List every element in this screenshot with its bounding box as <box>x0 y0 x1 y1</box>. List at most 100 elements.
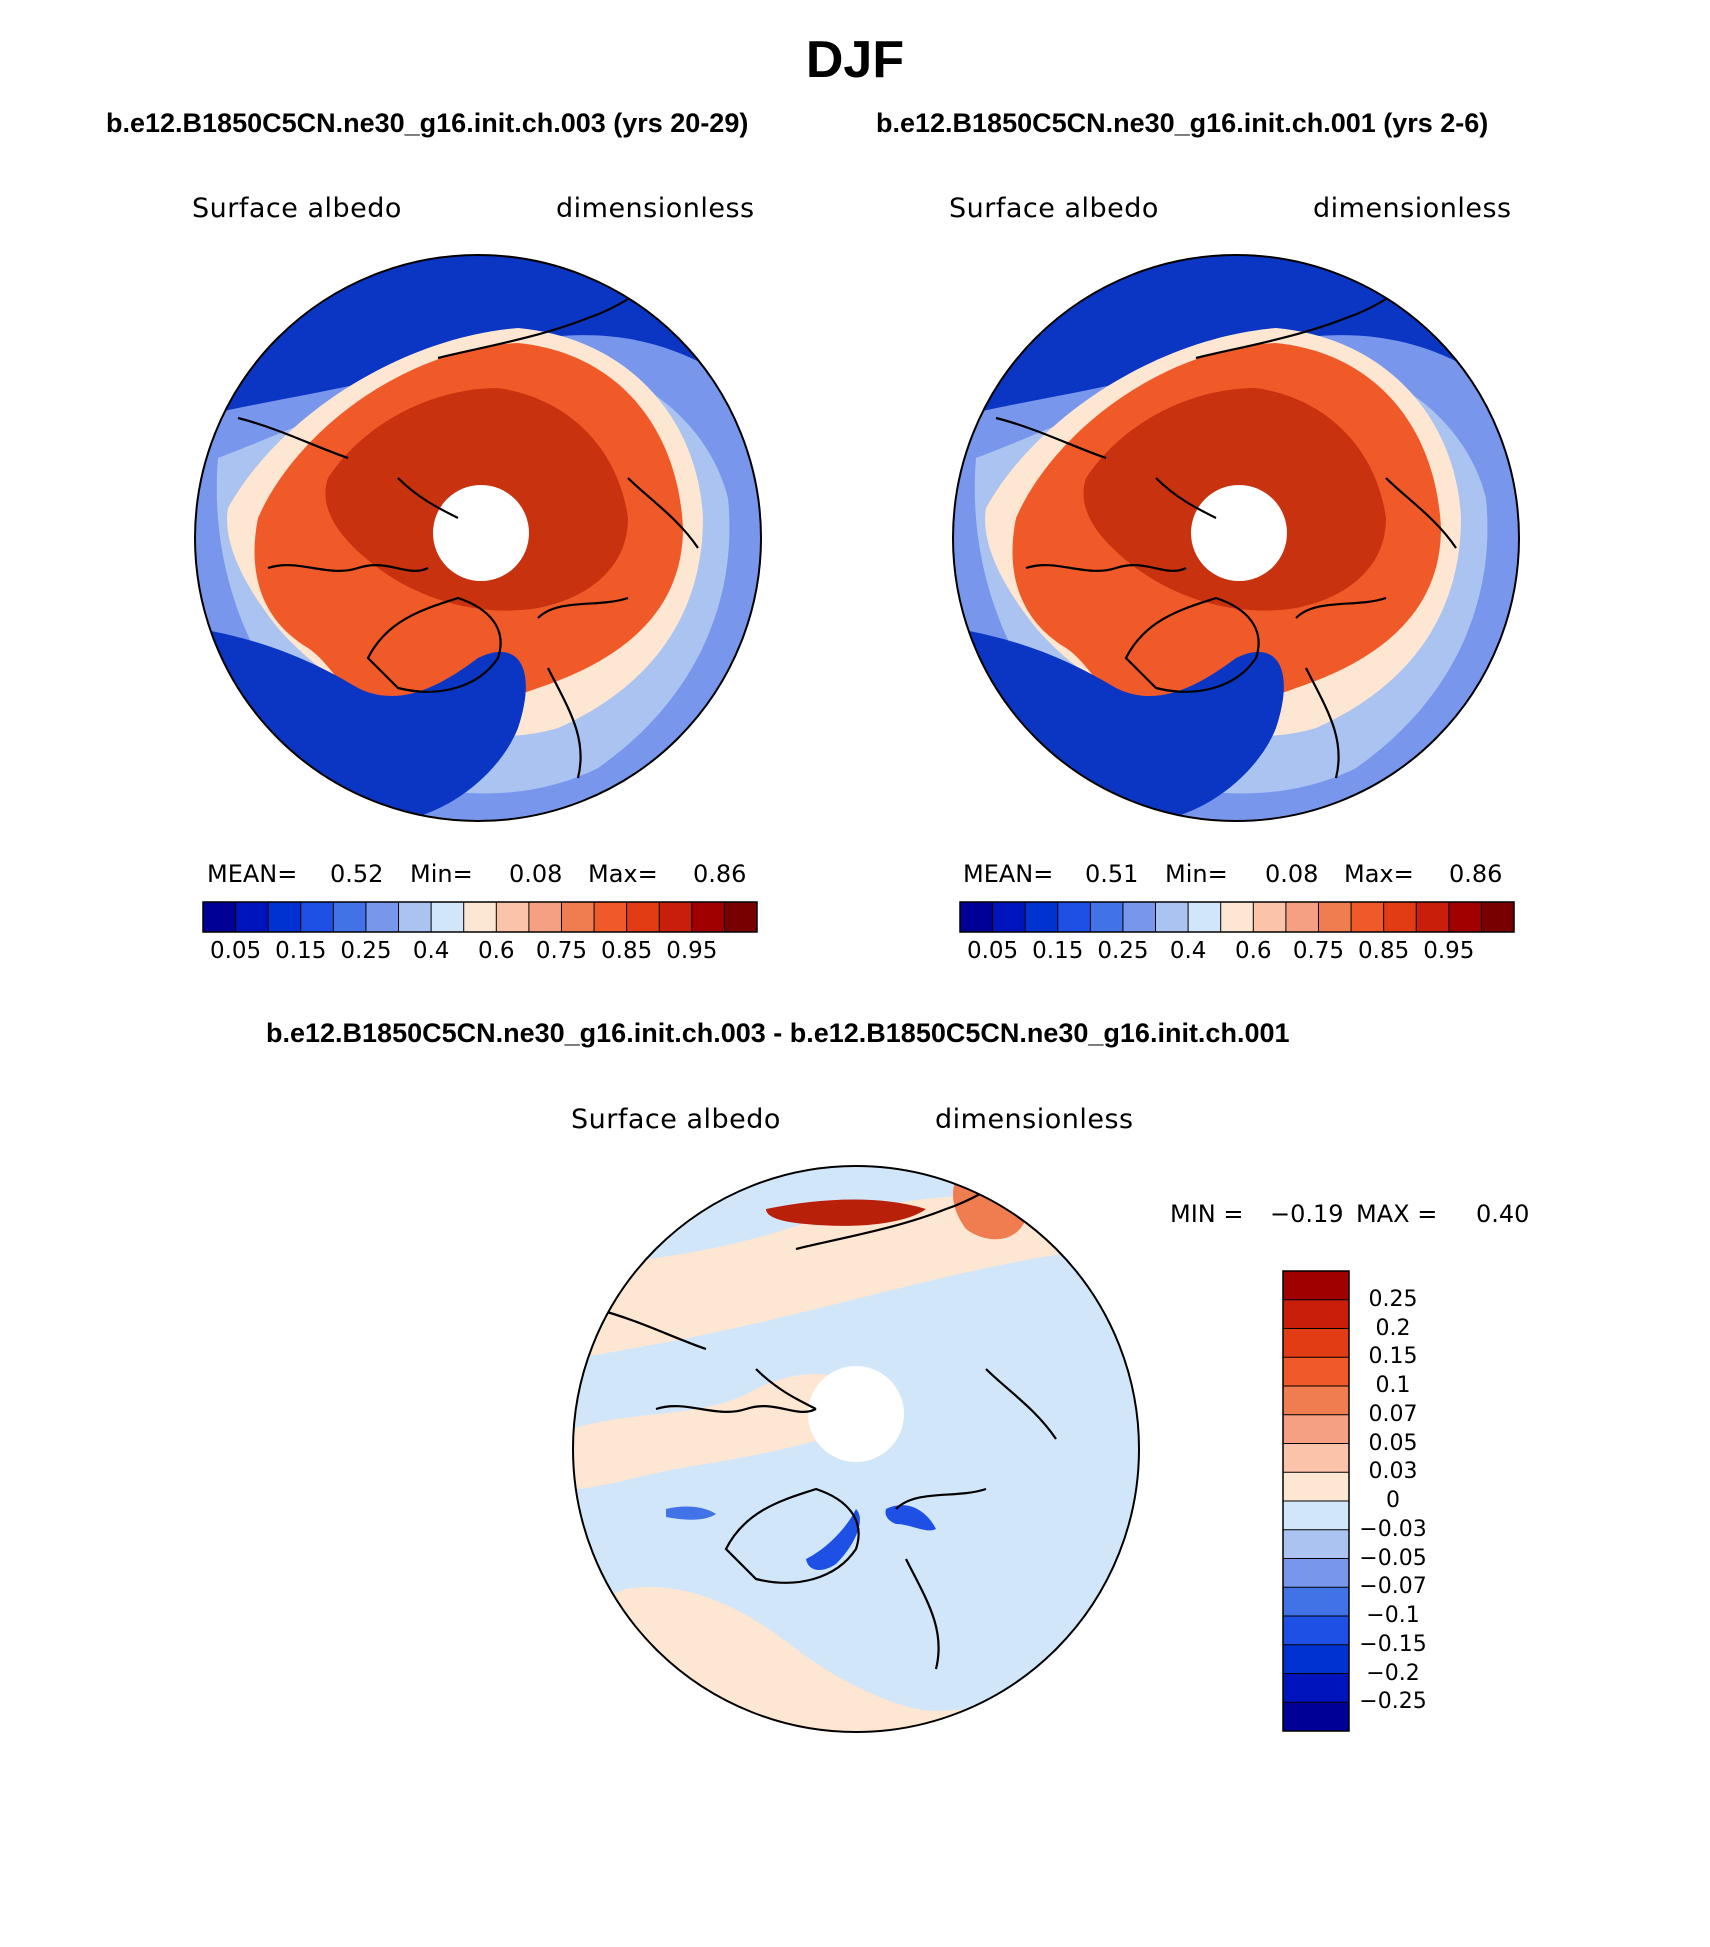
colorbar-swatch <box>1285 902 1319 932</box>
colorbar-swatch <box>1283 1271 1349 1301</box>
panel2-min: 0.08 <box>1265 860 1319 888</box>
colorbar-tick-label: 0.03 <box>1368 1459 1418 1485</box>
colorbar-swatch <box>300 902 334 932</box>
colorbar-swatch <box>333 902 367 932</box>
diff-strong-neg-1 <box>806 1509 860 1571</box>
panel1-pole-hole <box>433 485 529 581</box>
colorbar-tick-label: 0.15 <box>275 938 327 964</box>
panel2-min-label: Min= <box>1165 860 1228 888</box>
colorbar-tick-label: 0.25 <box>340 938 392 964</box>
colorbar-swatch <box>1155 902 1189 932</box>
colorbar-tick-label: 0.75 <box>1292 938 1345 964</box>
colorbar-swatch <box>1481 902 1515 932</box>
colorbar-tick-label: 0.6 <box>1234 938 1272 964</box>
colorbar-swatch <box>1283 1414 1349 1444</box>
panel2-max: 0.86 <box>1449 860 1503 888</box>
case-a-title: b.e12.B1850C5CN.ne30_g16.init.ch.003 (yr… <box>106 108 749 138</box>
colorbar-tick-label: 0.85 <box>1358 938 1410 964</box>
colorbar-frame <box>202 901 758 933</box>
diff-colorbar <box>1282 1270 1350 1732</box>
colorbar-swatch <box>1448 902 1482 932</box>
panel1-coastlines <box>237 267 699 779</box>
panel1-units: dimensionless <box>556 193 755 224</box>
colorbar-swatch <box>626 902 660 932</box>
colorbar-tick-label: 0.4 <box>1169 938 1207 964</box>
colorbar-swatch <box>1025 902 1059 932</box>
colorbar-swatch <box>724 902 758 932</box>
colorbar-swatch <box>992 902 1026 932</box>
colorbar-swatch <box>1416 902 1450 932</box>
colorbar-swatch <box>365 902 400 932</box>
diff-map <box>572 1165 1140 1733</box>
case-b-title: b.e12.B1850C5CN.ne30_g16.init.ch.001 (yr… <box>876 108 1489 138</box>
colorbar-tick-label: 0.75 <box>535 938 588 964</box>
colorbar-swatch <box>1283 1328 1349 1358</box>
diff-positive-w <box>573 1374 876 1489</box>
colorbar-swatch <box>431 902 465 932</box>
panel2-colorbar <box>959 901 1515 933</box>
panel1-max: 0.86 <box>693 860 747 888</box>
colorbar-swatch <box>528 902 562 932</box>
colorbar-tick-label: 0.05 <box>966 938 1019 964</box>
colorbar-tick-label: −0.03 <box>1359 1516 1427 1542</box>
colorbar-tick-label: 0.1 <box>1375 1373 1411 1398</box>
panel1-min-label: Min= <box>410 860 473 888</box>
diff-coastlines <box>595 1166 1057 1670</box>
colorbar-swatch <box>1057 902 1091 932</box>
colorbar-tick-label: 0.25 <box>1368 1286 1418 1312</box>
diff-strong-neg-2 <box>885 1505 936 1531</box>
diff-max-label: MAX = <box>1356 1200 1438 1228</box>
colorbar-swatch <box>235 902 269 932</box>
colorbar-frame <box>1282 1270 1350 1732</box>
colorbar-tick-label: 0.25 <box>1097 938 1149 964</box>
panel2-map <box>952 254 1520 822</box>
panel1-max-label: Max= <box>588 860 658 888</box>
panel1-mean-label: MEAN= <box>207 860 298 888</box>
diff-title: b.e12.B1850C5CN.ne30_g16.init.ch.003 - b… <box>266 1018 1290 1048</box>
diff-pole-hole <box>808 1366 904 1462</box>
panel2-pole-hole <box>1191 485 1287 581</box>
colorbar-swatch <box>659 902 693 932</box>
colorbar-swatch <box>1122 902 1157 932</box>
colorbar-swatch <box>1253 902 1287 932</box>
colorbar-tick-label: 0.95 <box>1423 938 1475 964</box>
colorbar-tick-label: −0.05 <box>1359 1545 1427 1571</box>
diff-units: dimensionless <box>935 1104 1134 1135</box>
colorbar-swatch <box>1283 1501 1349 1531</box>
colorbar-frame <box>959 901 1515 933</box>
colorbar-swatch <box>1283 1587 1349 1617</box>
colorbar-tick-label: −0.15 <box>1359 1631 1427 1657</box>
colorbar-swatch <box>1283 1702 1349 1732</box>
panel1-mean: 0.52 <box>330 860 384 888</box>
panel2-variable: Surface albedo <box>949 193 1159 224</box>
panel2-mean: 0.51 <box>1085 860 1139 888</box>
colorbar-tick-label: 0 <box>1386 1488 1400 1513</box>
colorbar-swatch <box>594 902 628 932</box>
colorbar-swatch <box>1283 1558 1349 1588</box>
colorbar-swatch <box>203 902 237 932</box>
colorbar-tick-label: 0.2 <box>1375 1315 1411 1341</box>
colorbar-tick-label: 0.05 <box>1368 1430 1418 1456</box>
colorbar-tick-label: 0.15 <box>1032 938 1084 964</box>
colorbar-tick-label: 0.85 <box>601 938 653 964</box>
diff-variable: Surface albedo <box>571 1104 781 1135</box>
panel2-coastlines <box>995 267 1457 779</box>
colorbar-tick-label: 0.95 <box>666 938 718 964</box>
colorbar-swatch <box>1283 1644 1349 1674</box>
colorbar-tick-label: 0.6 <box>477 938 515 964</box>
colorbar-swatch <box>1220 902 1254 932</box>
colorbar-swatch <box>1188 902 1222 932</box>
colorbar-swatch <box>691 902 725 932</box>
panel2-mean-label: MEAN= <box>963 860 1054 888</box>
colorbar-tick-label: 0.4 <box>412 938 450 964</box>
panel1-variable: Surface albedo <box>192 193 402 224</box>
colorbar-tick-label: 0.05 <box>209 938 262 964</box>
panel1-colorbar <box>202 901 758 933</box>
colorbar-swatch <box>1090 902 1124 932</box>
diff-min: −0.19 <box>1270 1200 1344 1228</box>
figure-title: DJF <box>805 31 905 89</box>
panel1-min: 0.08 <box>509 860 563 888</box>
colorbar-swatch <box>1318 902 1352 932</box>
colorbar-tick-label: −0.25 <box>1359 1689 1427 1715</box>
colorbar-tick-label: 0.15 <box>1368 1344 1418 1370</box>
